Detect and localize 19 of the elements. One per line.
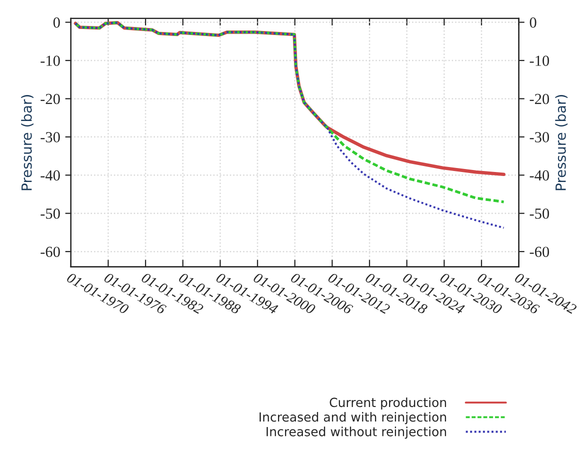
- y-tick-label: -50: [40, 208, 60, 219]
- legend-label: Current production: [330, 397, 446, 410]
- y2-tick-label: -30: [530, 132, 550, 142]
- y2-tick-label: -50: [530, 208, 550, 219]
- y2-tick-label: 0: [530, 17, 536, 28]
- legend-label: Increased without reinjection: [266, 426, 446, 439]
- y-tick-label: -20: [40, 94, 60, 104]
- y-tick-label: -10: [40, 56, 60, 66]
- y-tick-label: -60: [40, 246, 60, 258]
- y-axis-title: Pressure (bar): [21, 95, 34, 190]
- y2-tick-label: -60: [530, 246, 550, 258]
- y-tick-label: -40: [40, 170, 60, 181]
- y2-tick-label: -40: [530, 170, 550, 181]
- y2-tick-label: -20: [530, 94, 550, 104]
- y-tick-label: 0: [53, 17, 60, 28]
- y2-tick-label: -10: [530, 56, 550, 66]
- legend-label: Increased and with reinjection: [260, 412, 446, 424]
- y2-axis-title: Pressure (bar): [555, 95, 568, 190]
- y-tick-label: -30: [40, 132, 60, 142]
